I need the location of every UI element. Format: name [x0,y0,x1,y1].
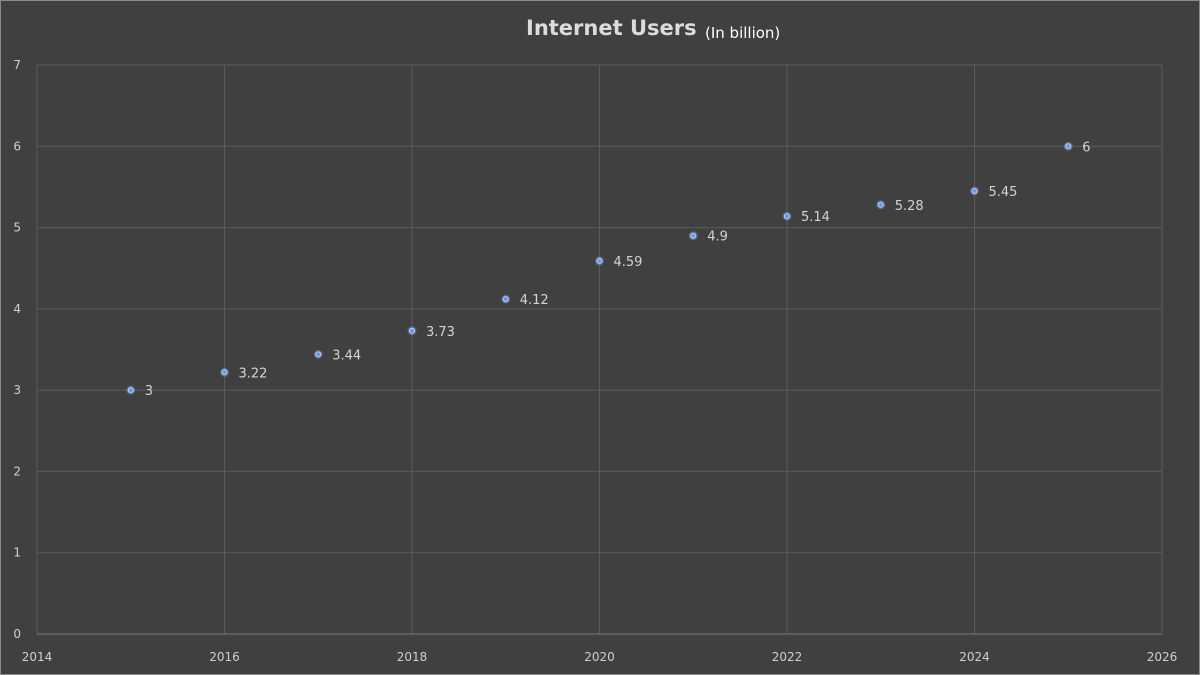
x-tick-label: 2016 [209,650,240,664]
x-tick-label: 2022 [772,650,803,664]
x-tick-label: 2014 [22,650,53,664]
data-label: 4.9 [707,230,728,245]
y-tick-label: 4 [13,302,21,316]
x-tick-label: 2018 [397,650,428,664]
y-tick-label: 7 [13,58,21,72]
data-point [315,351,322,358]
y-tick-label: 2 [13,464,21,478]
data-label: 3.22 [239,366,268,381]
y-tick-label: 3 [13,383,21,397]
data-label: 4.12 [520,293,549,308]
data-point [596,257,603,264]
data-point [784,213,791,220]
data-label: 5.45 [989,185,1018,200]
y-tick-label: 6 [13,139,21,153]
data-point [408,327,415,334]
data-label: 3.44 [332,348,361,363]
y-tick-label: 0 [13,627,21,641]
x-tick-label: 2020 [584,650,615,664]
chart-title: Internet Users [526,16,697,40]
x-tick-label: 2026 [1147,650,1178,664]
data-label: 4.59 [614,255,643,270]
data-point [1065,143,1072,150]
x-tick-label: 2024 [959,650,990,664]
data-point [690,232,697,239]
data-point [127,387,134,394]
data-label: 5.14 [801,210,830,225]
chart-subtitle: (In billion) [705,24,781,42]
data-label: 6 [1082,140,1090,155]
y-tick-label: 5 [13,221,21,235]
data-label: 5.28 [895,199,924,214]
data-point [971,187,978,194]
data-point [221,369,228,376]
y-tick-label: 1 [13,546,21,560]
data-label: 3 [145,384,153,399]
data-point [502,296,509,303]
data-point [877,201,884,208]
data-label: 3.73 [426,325,455,340]
